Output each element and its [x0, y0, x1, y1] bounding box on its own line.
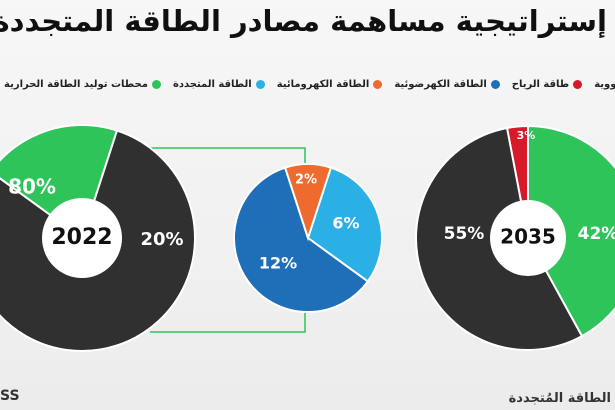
footer-source-label: الطاقة المُتجددة [508, 391, 611, 406]
chart-2035-slice [527, 124, 615, 338]
chart-breakdown-label-hydro: 2% [295, 173, 317, 188]
legend-label: الطاقة الكهرضوئية [394, 78, 487, 90]
chart-renewable-breakdown-slice [283, 163, 333, 242]
chart-renewable-breakdown-slice [306, 166, 383, 283]
legend-item-renewable: الطاقة المتجددة [173, 79, 265, 90]
legend-dot [490, 79, 500, 89]
footer-logo-text: SS [0, 388, 20, 404]
chart-2035-hole [490, 200, 566, 276]
legend-item-thermal: محطات توليد الطاقة الحرارية [4, 79, 161, 90]
chart-2035-label-thermal: 55% [444, 224, 485, 244]
legend-dot [255, 79, 265, 89]
legend-dot [151, 79, 161, 89]
legend-label: الطاقة الكهرومائية [276, 78, 370, 90]
chart-2022-label-renewable: 20% [140, 229, 183, 250]
legend-item-wind: طاقة الرياح [511, 78, 583, 90]
chart-2022-hole [42, 198, 122, 278]
legend-item-nuclear: الطاقة النووية [594, 79, 615, 90]
legend-item-photovoltaic: الطاقة الكهرضوئية [394, 78, 500, 90]
legend-label: الطاقة النووية [594, 78, 615, 90]
legend-item-hydro: الطاقة الكهرومائية [277, 79, 383, 90]
legend-dot [573, 79, 583, 89]
legend-label: الطاقة المتجددة [172, 78, 252, 90]
page-title: إستراتيجية مساهمة مصادر الطاقة المتجددة … [0, 4, 607, 38]
chart-2035-label-nuclear: 3% [517, 129, 536, 142]
chart-2022-title: 2022 [51, 225, 112, 250]
legend-dot [373, 79, 383, 89]
chart-breakdown-label-renewable: 6% [332, 214, 359, 233]
legend: الطاقة النووية طاقة الرياح الطاقة الكهرض… [0, 74, 615, 94]
legend-label: طاقة الرياح [511, 78, 570, 90]
chart-breakdown-label-pv: 12% [259, 254, 297, 273]
chart-2022-label-thermal: 80% [8, 175, 56, 199]
legend-label: محطات توليد الطاقة الحرارية [4, 78, 148, 90]
chart-2035-label-renewable: 42% [578, 224, 615, 244]
chart-renewable-breakdown-slice [233, 166, 370, 313]
chart-2035-title: 2035 [500, 225, 556, 249]
